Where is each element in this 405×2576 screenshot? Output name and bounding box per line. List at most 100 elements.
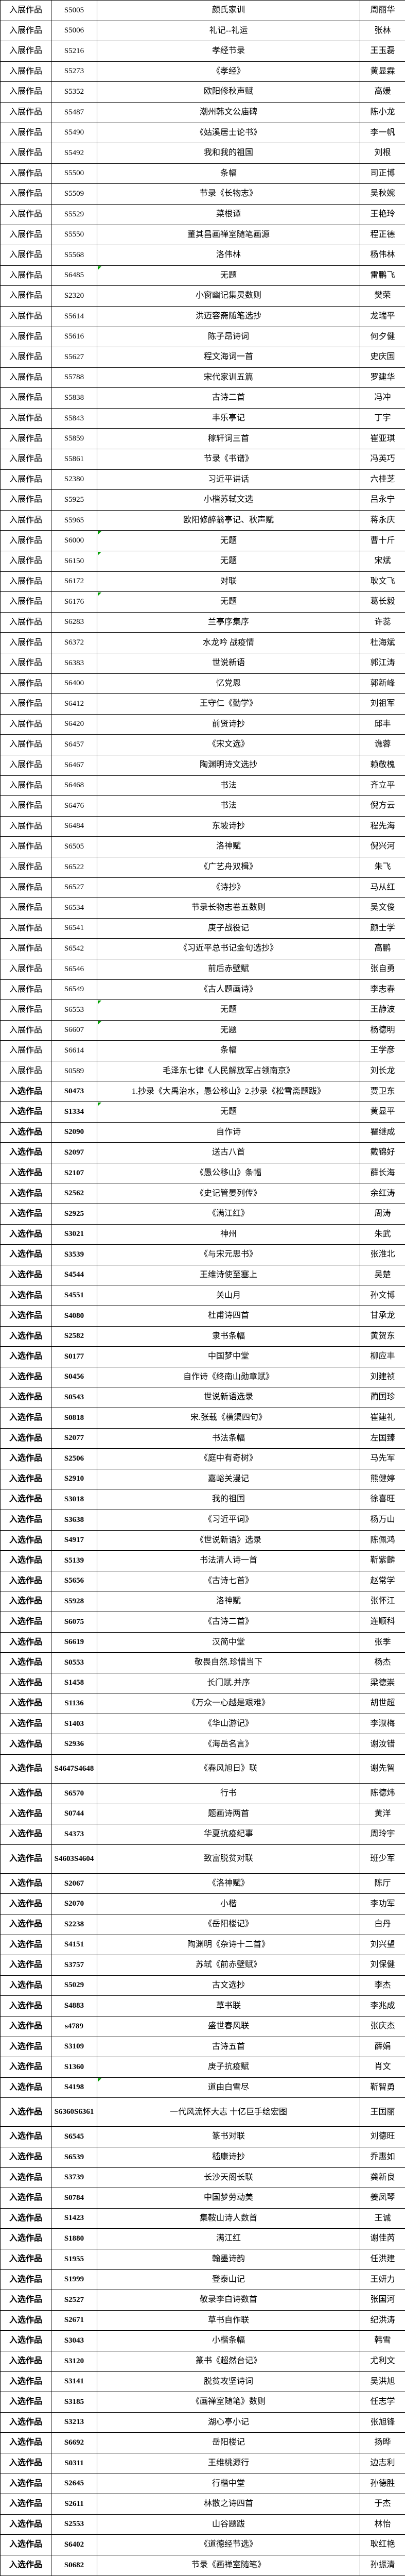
category-cell: 入选作品 (0, 2310, 51, 2331)
code-cell: S6476 (51, 795, 97, 817)
author-cell: 谢汝错 (360, 1734, 405, 1755)
code-cell: S5216 (51, 41, 97, 62)
title-text: 忆党恩 (216, 679, 241, 688)
title-cell: 王维桃源行 (97, 2452, 360, 2474)
category-cell: 入展作品 (0, 1020, 51, 1041)
title-cell: 条幅 (97, 1040, 360, 1061)
title-text: 《孝经》 (212, 66, 245, 76)
title-cell: 庚子抗疫赋 (97, 2057, 360, 2078)
author-cell: 姜凤琴 (360, 2188, 405, 2209)
category-cell: 入展作品 (0, 20, 51, 42)
title-text: 陶渊明诗文选抄 (199, 760, 257, 770)
title-cell: 一代风流怀大志 十亿巨手绘宏图 (97, 2097, 360, 2127)
table-row: 入选作品 S4603S4604 致富脱贫对联 班少军 (0, 1844, 405, 1874)
category-cell: 入选作品 (0, 1783, 51, 1804)
title-cell: 致富脱贫对联 (97, 1844, 360, 1874)
category-cell: 入选作品 (0, 2057, 51, 2078)
code-cell: S5487 (51, 101, 97, 123)
table-row: 入选作品 S3757 苏轼《前赤壁赋》 刘保健 (0, 1955, 405, 1976)
table-row: 入选作品 S3213 湖心亭小记 张旭锋 (0, 2412, 405, 2433)
title-text: 《习近平词》 (203, 1515, 253, 1524)
code-cell: S1880 (51, 2228, 97, 2249)
table-row: 入选作品 S4151 陶渊明《杂诗十二首》 刘兴望 (0, 1934, 405, 1956)
title-text: 长门赋.并序 (206, 1678, 250, 1687)
code-cell: S2107 (51, 1162, 97, 1184)
table-row: 入选作品 S3021 神州 朱武 (0, 1224, 405, 1245)
author-cell: 张怀江 (360, 1591, 405, 1612)
title-cell: 中国梦中堂 (97, 1346, 360, 1367)
table-row: 入选作品 S3109 古诗五首 薛娟 (0, 2036, 405, 2058)
title-cell: 陶渊明诗文选抄 (97, 754, 360, 776)
code-cell: S3185 (51, 2392, 97, 2413)
title-cell: 无题 (97, 999, 360, 1021)
code-cell: S2320 (51, 285, 97, 307)
title-text: 小窗幽记集灵数则 (195, 291, 261, 300)
title-text: 草书联 (216, 2001, 241, 2010)
table-row: 入选作品 S0682 节录《画禅室随笔》 孙振清 (0, 2554, 405, 2576)
table-row: 入选作品 S4544 王维诗使至塞上 吴楚 (0, 1264, 405, 1286)
title-cell: 洛神赋 (97, 1591, 360, 1612)
category-cell: 入选作品 (0, 1611, 51, 1633)
title-cell: 忆党恩 (97, 673, 360, 694)
title-text: 无题 (220, 556, 237, 566)
title-cell: 我和我的祖国 (97, 143, 360, 164)
code-cell: S4551 (51, 1285, 97, 1306)
title-text: 《愚公移山》条幅 (195, 1168, 261, 1177)
title-text: 《宋文选》 (207, 740, 249, 749)
table-row: 入展作品 S5627 程文海词一首 史庆国 (0, 347, 405, 368)
title-text: 《古诗二首》 (203, 1617, 253, 1626)
table-row: 入选作品 S1334 无题 黄显平 (0, 1101, 405, 1123)
category-cell: 入选作品 (0, 1428, 51, 1449)
category-cell: 入选作品 (0, 2371, 51, 2393)
category-cell: 入选作品 (0, 2473, 51, 2495)
code-cell: S6283 (51, 612, 97, 633)
code-cell: S6541 (51, 918, 97, 939)
table-row: 入展作品 S6553 无题 王静波 (0, 999, 405, 1021)
code-cell: S3043 (51, 2330, 97, 2351)
author-cell: 王学彦 (360, 1040, 405, 1061)
title-text: 颜氏家训 (212, 6, 245, 15)
title-text: 岳阳楼记 (212, 2438, 245, 2447)
code-cell: S2611 (51, 2494, 97, 2515)
category-cell: 入展作品 (0, 673, 51, 694)
excel-error-indicator-icon (98, 531, 101, 535)
title-cell: 欧阳修秋声赋 (97, 81, 360, 103)
code-cell: S6542 (51, 938, 97, 959)
title-cell: 盛世春风联 (97, 2016, 360, 2037)
author-cell: 王静波 (360, 999, 405, 1021)
author-cell: 耿文飞 (360, 571, 405, 592)
title-cell: 世说新语 (97, 653, 360, 674)
title-text: 菜根谭 (216, 210, 241, 219)
category-cell: 入选作品 (0, 1672, 51, 1694)
author-cell: 李功军 (360, 1893, 405, 1915)
category-cell: 入展作品 (0, 714, 51, 735)
code-cell: S0784 (51, 2188, 97, 2209)
table-row: 入选作品 S3739 长沙天阁长联 龚新良 (0, 2167, 405, 2189)
title-text: 篆书对联 (212, 2132, 245, 2141)
table-row: 入展作品 S6476 书法 倪方云 (0, 795, 405, 817)
table-row: 入展作品 S5529 菜根谭 王艳玲 (0, 204, 405, 225)
category-cell: 入选作品 (0, 1530, 51, 1551)
title-cell: 翰墨诗韵 (97, 2248, 360, 2270)
author-cell: 杨万山 (360, 1509, 405, 1531)
author-cell: 蒋永庆 (360, 510, 405, 531)
title-cell: 节录《长物志》 (97, 183, 360, 205)
code-cell: S6539 (51, 2146, 97, 2168)
title-text: 书法 (220, 801, 237, 810)
category-cell: 入展作品 (0, 897, 51, 919)
title-text: 道由白雪尽 (207, 2082, 249, 2092)
title-text: 《华山游记》 (203, 1719, 253, 1728)
title-text: 神州 (220, 1229, 237, 1239)
title-text: 长沙天阁长联 (203, 2173, 253, 2182)
code-cell: S5550 (51, 224, 97, 246)
category-cell: 入选作品 (0, 2188, 51, 2209)
category-cell: 入选作品 (0, 1101, 51, 1123)
author-cell: 陈厅 (360, 1873, 405, 1894)
category-cell: 入选作品 (0, 2514, 51, 2535)
category-cell: 入选作品 (0, 1591, 51, 1612)
title-text: 庚子抗疫赋 (207, 2062, 249, 2072)
code-cell: S5490 (51, 122, 97, 144)
code-cell: S6614 (51, 1040, 97, 1061)
code-cell: S6176 (51, 591, 97, 613)
